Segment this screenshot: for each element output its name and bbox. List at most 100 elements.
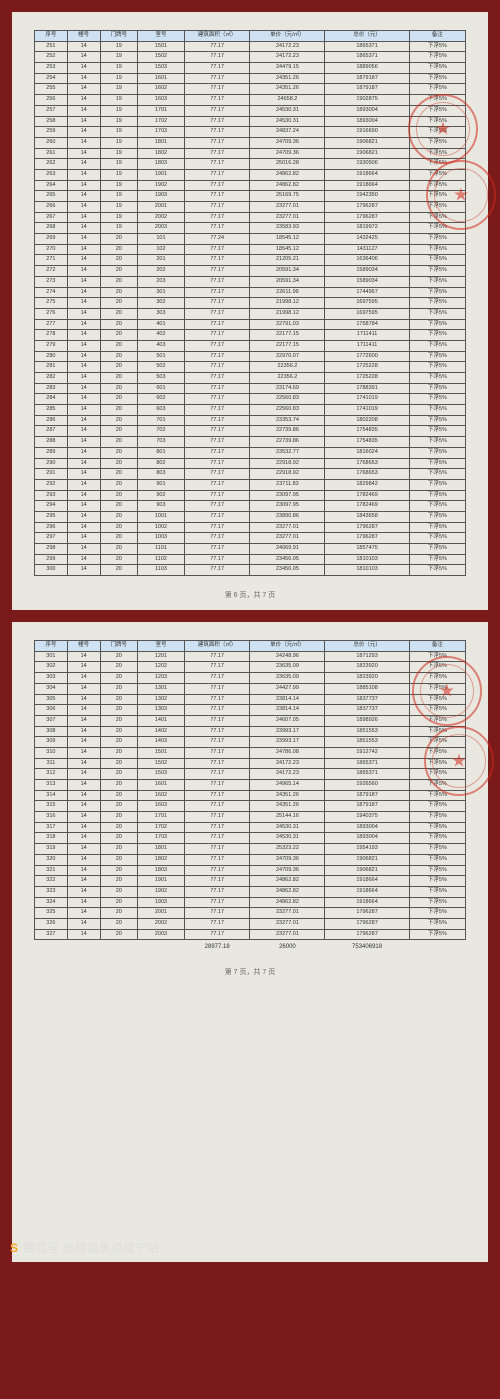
table-cell: 23277.01: [250, 918, 325, 929]
table-cell: 14: [67, 780, 100, 791]
table-cell: 20: [100, 298, 137, 309]
table-cell: 1001: [138, 511, 185, 522]
table-cell: 1906821: [325, 148, 409, 159]
table-cell: 14: [67, 137, 100, 148]
table-cell: 1803: [138, 865, 185, 876]
summary-row: 28977.1826000753406918: [35, 940, 466, 953]
table-cell: 314: [35, 790, 68, 801]
table-cell: 256: [35, 95, 68, 106]
table-cell: 24786.08: [250, 747, 325, 758]
table-cell: 下浮5%: [409, 715, 465, 726]
table-cell: 14: [67, 715, 100, 726]
table-cell: 14: [67, 522, 100, 533]
table-cell: 317: [35, 822, 68, 833]
table-cell: 20: [100, 501, 137, 512]
table-cell: 1912742: [325, 747, 409, 758]
table-cell: 下浮5%: [409, 105, 465, 116]
table-row: 271142020177.1721205.211636406下浮5%: [35, 255, 466, 266]
table-cell: 14: [67, 41, 100, 52]
table-cell: 14: [67, 705, 100, 716]
table-cell: 1865371: [325, 769, 409, 780]
table-cell: 77.17: [184, 565, 250, 576]
table-cell: 14: [67, 298, 100, 309]
table-cell: 14: [67, 159, 100, 170]
table-cell: 1918664: [325, 876, 409, 887]
table-cell: 20: [100, 437, 137, 448]
table-cell: 601: [138, 383, 185, 394]
table-cell: 1725228: [325, 362, 409, 373]
table-cell: 1302: [138, 694, 185, 705]
table-cell: 77.17: [184, 822, 250, 833]
summary-cell: 26000: [250, 940, 325, 953]
table-cell: 1926560: [325, 780, 409, 791]
table-cell: 23097.95: [250, 490, 325, 501]
table-cell: 303: [138, 308, 185, 319]
table-cell: 14: [67, 886, 100, 897]
table-cell: 20: [100, 758, 137, 769]
table-row: 274142030177.1722611.991744967下浮5%: [35, 287, 466, 298]
table-cell: 302: [138, 298, 185, 309]
table-cell: 22177.15: [250, 340, 325, 351]
table-cell: 1782469: [325, 501, 409, 512]
table-cell: 309: [35, 737, 68, 748]
table-row: 269142010177.2418545.121432425下浮5%: [35, 234, 466, 245]
table-row: 3021420120277.1723635.091823920下浮5%: [35, 662, 466, 673]
table-cell: 1954193: [325, 844, 409, 855]
table-cell: 1823920: [325, 673, 409, 684]
table-cell: 下浮5%: [409, 705, 465, 716]
table-cell: 下浮5%: [409, 223, 465, 234]
table-cell: 下浮5%: [409, 522, 465, 533]
table-cell: 1837737: [325, 694, 409, 705]
table-cell: 24351.26: [250, 790, 325, 801]
table-cell: 24837.24: [250, 127, 325, 138]
table-row: 283142060177.1723174.691788391下浮5%: [35, 383, 466, 394]
table-cell: 1902: [138, 180, 185, 191]
table-cell: 1865371: [325, 758, 409, 769]
table-cell: 1601: [138, 780, 185, 791]
table-cell: 24351.26: [250, 801, 325, 812]
table-cell: 279: [35, 340, 68, 351]
price-table-1: 序号 幢号 门牌号 室号 建筑面积（㎡） 单价（元/㎡） 总价（元） 备注 25…: [34, 30, 466, 576]
table-cell: 1788391: [325, 383, 409, 394]
table-cell: 24862.82: [250, 897, 325, 908]
table-row: 293142090277.1723097.951782469下浮5%: [35, 490, 466, 501]
table-cell: 20: [100, 801, 137, 812]
table-cell: 14: [67, 405, 100, 416]
table-cell: 251: [35, 41, 68, 52]
table-cell: 77.17: [184, 533, 250, 544]
table-cell: 1503: [138, 63, 185, 74]
table-cell: 20: [100, 244, 137, 255]
table-cell: 下浮5%: [409, 159, 465, 170]
table-cell: 305: [35, 694, 68, 705]
table-row: 3201420180277.1724709.361906821下浮5%: [35, 854, 466, 865]
table-cell: 14: [67, 447, 100, 458]
table-cell: 20: [100, 854, 137, 865]
table-cell: 25169.75: [250, 191, 325, 202]
table-cell: 23583.93: [250, 223, 325, 234]
table-row: 2641419190277.1724862.821918664下浮5%: [35, 180, 466, 191]
table-cell: 1202: [138, 662, 185, 673]
table-cell: 1701: [138, 105, 185, 116]
col-seq: 序号: [35, 31, 68, 42]
table-cell: 288: [35, 437, 68, 448]
table-cell: 1772600: [325, 351, 409, 362]
summary-cell: [67, 940, 100, 953]
table-cell: 283: [35, 383, 68, 394]
table-row: 277142040177.1722791.031758784下浮5%: [35, 319, 466, 330]
table-cell: 下浮5%: [409, 234, 465, 245]
table-cell: 14: [67, 844, 100, 855]
table-cell: 1851553: [325, 737, 409, 748]
table-cell: 325: [35, 908, 68, 919]
table-cell: 20: [100, 844, 137, 855]
table-cell: 20: [100, 897, 137, 908]
table-cell: 307: [35, 715, 68, 726]
table-cell: 77.17: [184, 490, 250, 501]
table-cell: 77.17: [184, 340, 250, 351]
table-cell: 1503: [138, 769, 185, 780]
table-cell: 1768653: [325, 458, 409, 469]
table-cell: 24862.82: [250, 169, 325, 180]
table-cell: 1432425: [325, 234, 409, 245]
table-row: 3061420130377.1723814.141837737下浮5%: [35, 705, 466, 716]
table-cell: 20: [100, 694, 137, 705]
table-cell: 1879187: [325, 801, 409, 812]
